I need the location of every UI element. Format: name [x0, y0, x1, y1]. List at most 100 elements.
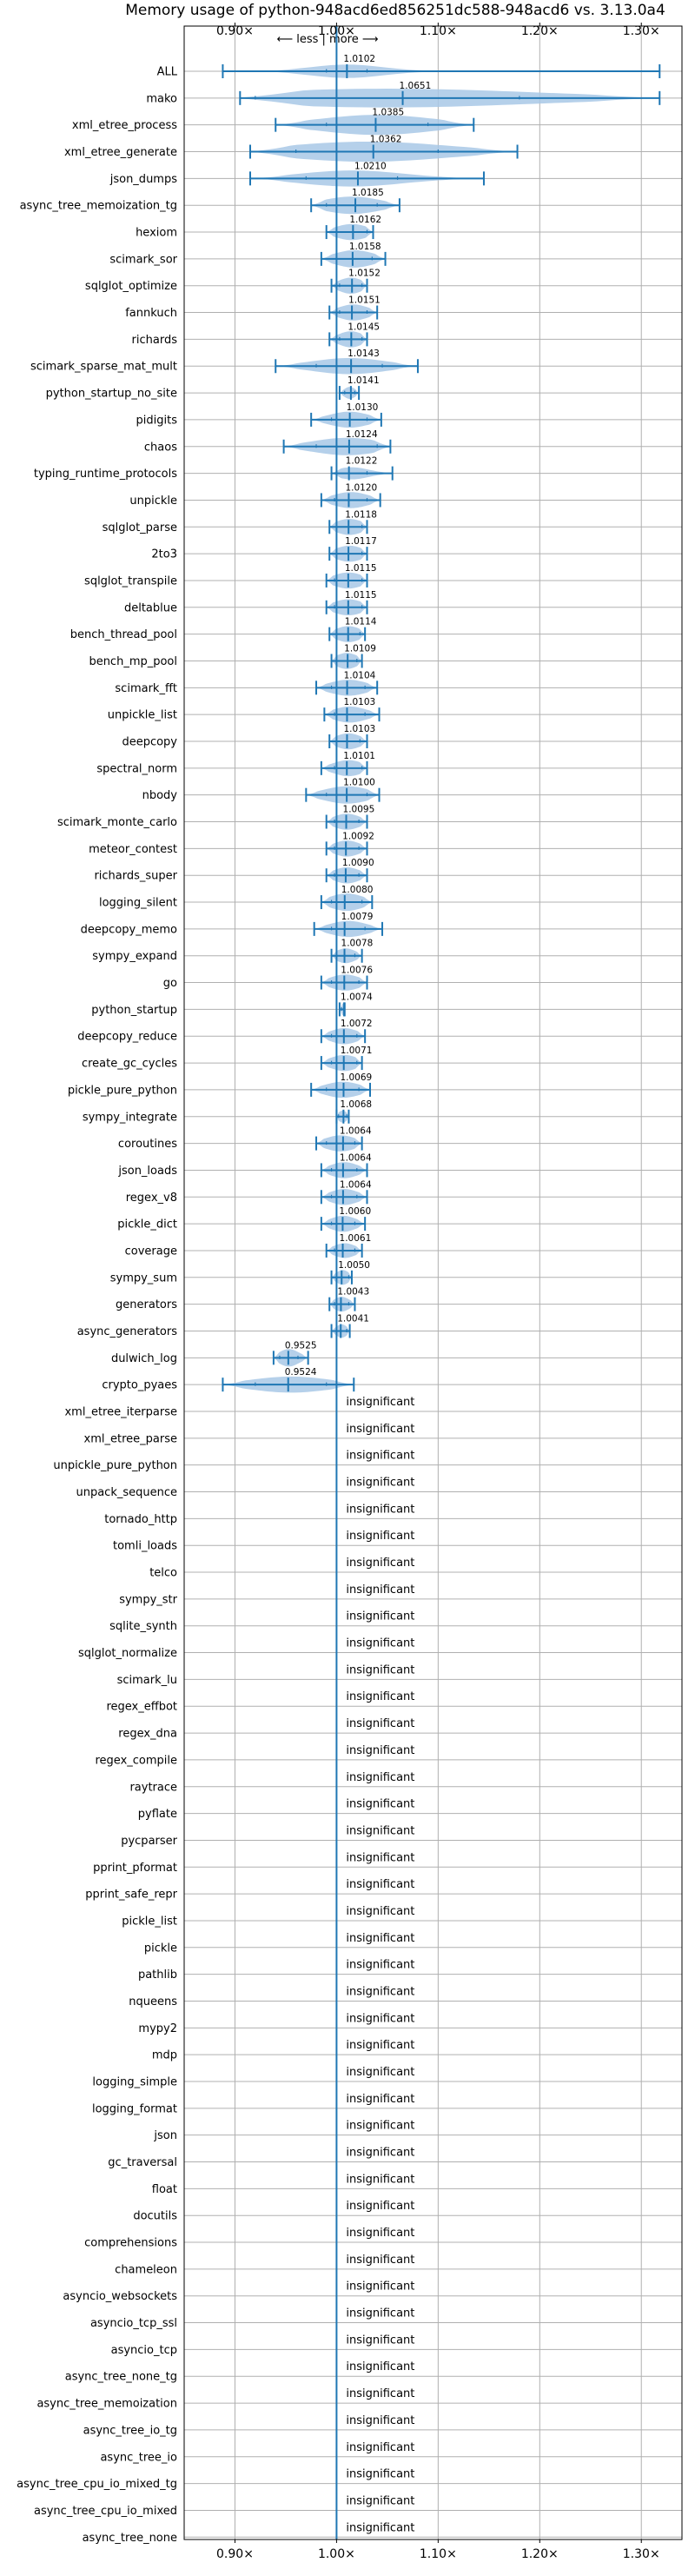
benchmark-row: go 1.0076 [163, 966, 373, 991]
benchmark-row: async_tree_io insignificant [100, 2441, 414, 2465]
data-label: 1.0130 [347, 402, 379, 413]
benchmark-row: tornado_http insignificant [104, 1503, 414, 1526]
data-label: 1.0079 [341, 912, 374, 922]
category-label: chaos [144, 441, 177, 454]
data-label: 1.0100 [343, 778, 375, 788]
benchmark-row: float insignificant [152, 2173, 415, 2196]
category-label: sqlglot_parse [103, 521, 177, 534]
top-tick-label: 0.90× [216, 24, 254, 38]
category-label: comprehensions [84, 2237, 177, 2250]
category-label: crypto_pyaes [102, 1379, 177, 1392]
insignificant-label: insignificant [346, 2414, 414, 2427]
benchmark-row: asyncio_tcp_ssl insignificant [90, 2307, 414, 2331]
data-label: 1.0060 [339, 1206, 371, 1217]
category-label: async_generators [77, 1325, 178, 1338]
data-label: 1.0104 [344, 670, 376, 681]
benchmark-row: pickle_dict 1.0060 [117, 1206, 371, 1232]
category-label: coverage [125, 1245, 177, 1258]
category-label: 2to3 [151, 548, 177, 561]
data-label: 1.0115 [345, 563, 377, 574]
category-label: mako [146, 92, 177, 105]
category-label: json_loads [117, 1165, 177, 1178]
benchmark-row: comprehensions insignificant [84, 2227, 414, 2250]
category-label: pycparser [121, 1835, 177, 1848]
data-label: 1.0162 [349, 215, 381, 225]
benchmark-row: pickle_list insignificant [122, 1905, 414, 1929]
insignificant-label: insignificant [346, 2281, 414, 2294]
data-label: 1.0064 [340, 1152, 372, 1163]
category-label: raytrace [129, 1781, 177, 1794]
benchmark-row: json insignificant [153, 2120, 414, 2143]
category-label: sqlglot_normalize [78, 1647, 177, 1660]
insignificant-label: insignificant [346, 1878, 414, 1891]
benchmark-row: scimark_sparse_mat_mult 1.0143 [30, 349, 419, 375]
data-label: 1.0043 [337, 1287, 369, 1298]
benchmark-row: ALL 1.0102 [157, 54, 661, 79]
benchmark-row: chameleon insignificant [115, 2254, 414, 2277]
insignificant-label: insignificant [346, 1477, 414, 1490]
category-label: richards_super [94, 870, 177, 883]
benchmark-row: json_loads 1.0064 [117, 1152, 372, 1178]
data-label: 1.0118 [345, 509, 377, 520]
category-label: mdp [152, 2049, 177, 2062]
insignificant-label: insignificant [346, 1663, 414, 1676]
category-label: generators [116, 1298, 177, 1311]
category-label: pickle_dict [117, 1218, 177, 1232]
insignificant-label: insignificant [346, 2012, 414, 2025]
category-label: deepcopy [122, 736, 177, 749]
data-label: 1.0080 [341, 885, 374, 895]
data-label: 1.0090 [342, 858, 374, 868]
category-label: xml_etree_process [72, 119, 177, 132]
benchmark-row: gc_traversal insignificant [108, 2147, 414, 2170]
plot-frame [183, 25, 683, 2540]
benchmark-row: logging_silent 1.0080 [99, 885, 374, 912]
data-label: 0.9525 [285, 1340, 317, 1351]
data-label: 1.0069 [340, 1072, 372, 1083]
data-label: 1.0385 [372, 108, 404, 118]
category-label: telco [149, 1567, 177, 1580]
category-label: logging_silent [99, 897, 177, 910]
insignificant-label: insignificant [346, 1905, 414, 1918]
data-label: 1.0076 [341, 966, 373, 976]
category-label: docutils [133, 2210, 177, 2223]
category-label: async_tree_io_tg [83, 2424, 177, 2437]
insignificant-label: insignificant [346, 2066, 414, 2079]
insignificant-label: insignificant [346, 1450, 414, 1463]
insignificant-label: insignificant [346, 2120, 414, 2133]
benchmark-row: 2to3 1.0117 [151, 536, 377, 562]
benchmark-row: python_startup 1.0074 [91, 992, 373, 1017]
benchmark-row: json_dumps 1.0210 [109, 161, 485, 187]
benchmark-row: pickle insignificant [144, 1932, 415, 1955]
insignificant-label: insignificant [346, 1530, 414, 1543]
benchmark-row: pprint_pformat insignificant [93, 1851, 414, 1875]
data-label: 1.0095 [343, 805, 375, 815]
data-label: 1.0141 [348, 375, 380, 386]
insignificant-label: insignificant [346, 1824, 414, 1837]
benchmark-row: xml_etree_parse insignificant [84, 1423, 415, 1446]
category-label: unpickle_pure_python [53, 1459, 177, 1472]
benchmark-row: regex_v8 1.0064 [126, 1179, 372, 1205]
benchmark-row: spectral_norm 1.0101 [96, 751, 375, 777]
insignificant-label: insignificant [346, 2468, 414, 2481]
benchmark-row: regex_compile insignificant [95, 1744, 414, 1768]
category-label: fannkuch [125, 307, 177, 320]
data-label: 1.0143 [348, 349, 380, 359]
benchmark-row: async_tree_none_tg insignificant [65, 2360, 415, 2384]
category-label: asyncio_websockets [63, 2290, 177, 2303]
benchmark-row: bench_mp_pool 1.0109 [89, 643, 376, 669]
category-label: unpickle [129, 495, 177, 508]
benchmark-row: regex_effbot insignificant [106, 1690, 414, 1714]
benchmark-row: xml_etree_process 1.0385 [72, 108, 475, 136]
benchmark-row: sqlite_synth insignificant [109, 1610, 414, 1634]
data-label: 1.0185 [352, 188, 384, 198]
category-label: python_startup [91, 1004, 177, 1017]
benchmark-row: sympy_expand 1.0078 [92, 939, 373, 964]
data-label: 1.0114 [345, 617, 377, 627]
data-label: 1.0152 [348, 269, 381, 279]
bottom-tick-label: 1.30× [623, 2547, 660, 2561]
benchmark-row: sympy_str insignificant [119, 1583, 414, 1607]
insignificant-label: insignificant [346, 2521, 414, 2534]
data-label: 1.0362 [370, 135, 402, 145]
category-label: sympy_str [119, 1593, 177, 1606]
category-label: pidigits [136, 414, 178, 427]
